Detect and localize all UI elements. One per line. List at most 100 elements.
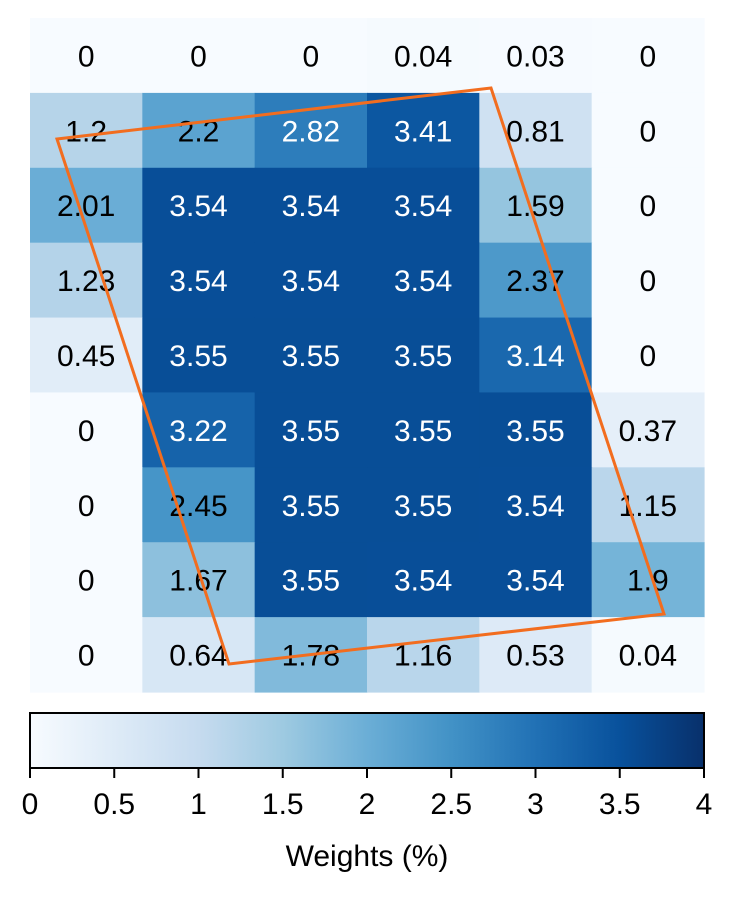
heatmap-grid (30, 18, 705, 693)
heatmap-cell (254, 18, 368, 94)
heatmap-cell-label: 0.03 (506, 40, 564, 73)
heatmap-cell-label: 3.55 (282, 490, 340, 523)
heatmap-cell-label: 0 (190, 40, 207, 73)
heatmap-cell-label: 1.23 (57, 265, 115, 298)
heatmap-cell (591, 242, 705, 319)
heatmap-cell-labels: 0 0 0 0.04 0.03 01.2 2.2 2.82 3.41 0.81 02.01 3.54 3… (57, 40, 677, 672)
heatmap-cell-label: 1.2 (65, 115, 107, 148)
heatmap-cell-label: 2.82 (282, 115, 340, 148)
heatmap-cell (30, 542, 143, 618)
heatmap-cell (142, 617, 256, 693)
heatmap-cell-label: 3.14 (506, 340, 564, 373)
heatmap-cell-label: 0.04 (394, 40, 452, 73)
colorbar-label: Weights (%) (286, 840, 449, 873)
heatmap-cell (367, 242, 480, 319)
colorbar-tick-label: 1.5 (262, 788, 304, 821)
heatmap-cell-label: 3.55 (394, 415, 452, 448)
heatmap-cell (591, 317, 705, 394)
heatmap-cell (591, 167, 705, 244)
heatmap-cell (142, 542, 256, 618)
colorbar-tick-label: 0.5 (93, 788, 135, 821)
heatmap-cell (479, 18, 593, 94)
heatmap-cell-label: 0 (78, 40, 95, 73)
heatmap-cell-label: 0.04 (619, 640, 677, 673)
heatmap-cell-label: 3.54 (282, 265, 340, 298)
heatmap-cell-label: 0 (78, 565, 95, 598)
heatmap-cell (142, 92, 256, 169)
heatmap-cell-label: 0 (639, 265, 656, 298)
heatmap-cell-label: 3.54 (394, 190, 452, 223)
heatmap-cell (591, 542, 705, 618)
heatmap-cell (142, 317, 256, 394)
heatmap-cell-label: 3.55 (282, 340, 340, 373)
heatmap-cell-label: 3.54 (506, 565, 564, 598)
heatmap-cell-label: 3.41 (394, 115, 452, 148)
heatmap-cell (367, 392, 480, 468)
colorbar-tick-label: 4 (696, 788, 713, 821)
heatmap-cell (591, 18, 705, 94)
heatmap-cell-label: 2.01 (57, 190, 115, 223)
heatmap-cell-label: 3.54 (169, 190, 227, 223)
colorbar: 0 0.5 1 1.5 2 2.5 3 3.5 4 Weights (%) (22, 712, 713, 873)
heatmap-cell-label: 3.55 (282, 415, 340, 448)
heatmap-cell-label: 0 (639, 115, 656, 148)
heatmap-cell-label: 3.22 (169, 415, 227, 448)
heatmap-cell-label: 3.54 (506, 490, 564, 523)
colorbar-tick-label: 1 (190, 788, 207, 821)
heatmap-cell (479, 167, 593, 244)
heatmap-cell (367, 167, 480, 244)
heatmap-cell-label: 3.54 (169, 265, 227, 298)
heatmap-cell (142, 18, 256, 94)
heatmap-cell-label: 0 (639, 40, 656, 73)
heatmap-cell (142, 467, 256, 543)
heatmap-cell-label: 0.81 (506, 115, 564, 148)
heatmap-cell-label: 0 (78, 415, 95, 448)
heatmap-cell (479, 317, 593, 394)
colorbar-tick-label: 2.5 (430, 788, 472, 821)
heatmap-cell (254, 467, 368, 543)
heatmap-cell (30, 392, 143, 468)
heatmap-cell (367, 542, 480, 618)
heatmap-cell-label: 0 (639, 340, 656, 373)
heatmap-cell-label: 1.59 (506, 190, 564, 223)
heatmap-cell (30, 242, 143, 319)
heatmap-cell (367, 467, 480, 543)
heatmap-cell-label: 0 (639, 190, 656, 223)
heatmap-cell (479, 242, 593, 319)
heatmap-cell (591, 467, 705, 543)
heatmap-cell-label: 0 (302, 40, 319, 73)
colorbar-ticks: 0 0.5 1 1.5 2 2.5 3 3.5 4 (22, 768, 713, 821)
heatmap-cell (591, 92, 705, 169)
heatmap-cell-label: 1.9 (627, 565, 669, 598)
colorbar-gradient (30, 713, 704, 768)
heatmap-cell-label: 3.54 (394, 265, 452, 298)
heatmap-cell (591, 617, 705, 693)
heatmap-cell (479, 542, 593, 618)
heatmap-cell-label: 0.45 (57, 340, 115, 373)
heatmap-cell-label: 3.55 (169, 340, 227, 373)
colorbar-tick-label: 3 (527, 788, 544, 821)
heatmap-cell (30, 467, 143, 543)
overlay-outline (55, 86, 667, 666)
heatmap-cell (30, 617, 143, 693)
heatmap-cell-label: 3.55 (394, 490, 452, 523)
colorbar-tick-label: 0 (22, 788, 39, 821)
heatmap-cell (367, 617, 480, 693)
heatmap-cell-label: 0.53 (506, 640, 564, 673)
heatmap-cell (254, 392, 368, 468)
heatmap-cell (479, 467, 593, 543)
heatmap-cell-label: 0.64 (169, 640, 227, 673)
heatmap-cell (30, 317, 143, 394)
heatmap-cell-label: 2.45 (169, 490, 227, 523)
colorbar-tick-label: 2 (359, 788, 376, 821)
heatmap-cell-label: 3.55 (506, 415, 564, 448)
heatmap-cell (254, 317, 368, 394)
heatmap-cell (367, 317, 480, 394)
heatmap-cell (479, 392, 593, 468)
heatmap-cell-label: 3.55 (282, 565, 340, 598)
heatmap-cell-label: 3.54 (394, 565, 452, 598)
heatmap-cell (254, 167, 368, 244)
heatmap-cell (30, 18, 143, 94)
